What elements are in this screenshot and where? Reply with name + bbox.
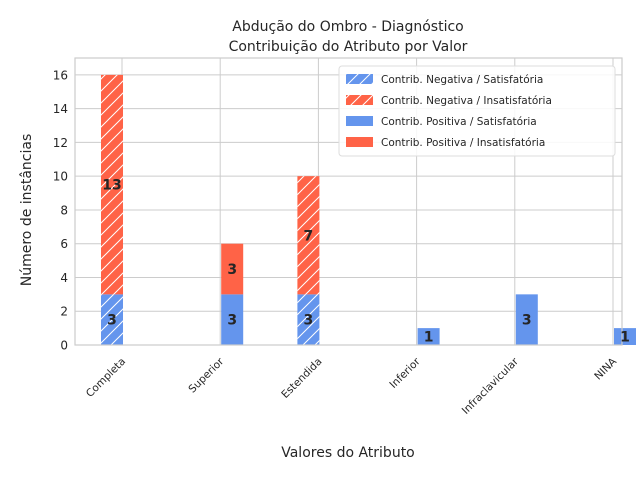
bar-positiva-4 (515, 294, 538, 345)
bar-hatch (297, 176, 320, 295)
chart-title-line1: Abdução do Ombro - Diagnóstico (232, 19, 463, 35)
bar-value-label: 3 (304, 313, 314, 329)
bar-value-label: 3 (227, 313, 237, 329)
y-tick-label: 8 (60, 203, 68, 217)
plot-border (74, 57, 623, 346)
bar-positiva-3 (417, 328, 440, 345)
y-tick-label: 14 (53, 102, 68, 116)
legend-entry-label: Contrib. Negativa / Satisfatória (381, 74, 543, 86)
legend-swatch-hatch (346, 95, 373, 105)
y-tick-label: 4 (60, 271, 68, 285)
bar-value-label: 3 (107, 313, 117, 329)
x-axis-label: Valores do Atributo (281, 445, 415, 461)
bar-hatch (101, 294, 123, 345)
y-tick-labels: 0 2 4 6 8 10 12 14 16 (53, 68, 68, 352)
bar-positiva-5 (614, 328, 636, 345)
legend-box (338, 65, 616, 157)
y-tick-label: 2 (60, 305, 68, 319)
bar-value-label: 3 (227, 262, 237, 278)
y-tick-label: 16 (53, 68, 68, 82)
legend-entry-label: Contrib. Positiva / Insatisfatória (381, 137, 545, 149)
bar-value-label: 7 (304, 228, 314, 244)
y-tick-label: 10 (53, 170, 68, 184)
legend-swatch-hatch (346, 74, 373, 84)
legend-entry-label: Contrib. Negativa / Insatisfatória (381, 95, 552, 107)
legend: Contrib. Negativa / Satisfatória Contrib.… (338, 65, 616, 157)
y-tick-label: 12 (53, 136, 68, 150)
bar-positiva-1 (221, 243, 244, 295)
chart-title-line2: Contribuição do Atributo por Valor (229, 39, 468, 55)
bar-hatch (297, 294, 320, 345)
plot-frame (74, 57, 623, 346)
y-tick-label: 6 (60, 237, 68, 251)
bar-positiva-1 (221, 294, 244, 345)
bar-hatch (101, 74, 123, 295)
bar-value-label: 13 (102, 178, 121, 194)
bars-group (101, 74, 636, 345)
legend-swatch (346, 137, 373, 147)
bar-value-label: 1 (620, 330, 630, 346)
bar-value-label: 3 (522, 313, 532, 329)
legend-entry-label: Contrib. Positiva / Satisfatória (381, 116, 537, 128)
y-tick-label: 0 (60, 339, 68, 353)
bar-value-label: 1 (424, 330, 434, 346)
y-axis-label: Número de instâncias (19, 134, 35, 286)
legend-swatch (346, 116, 373, 126)
